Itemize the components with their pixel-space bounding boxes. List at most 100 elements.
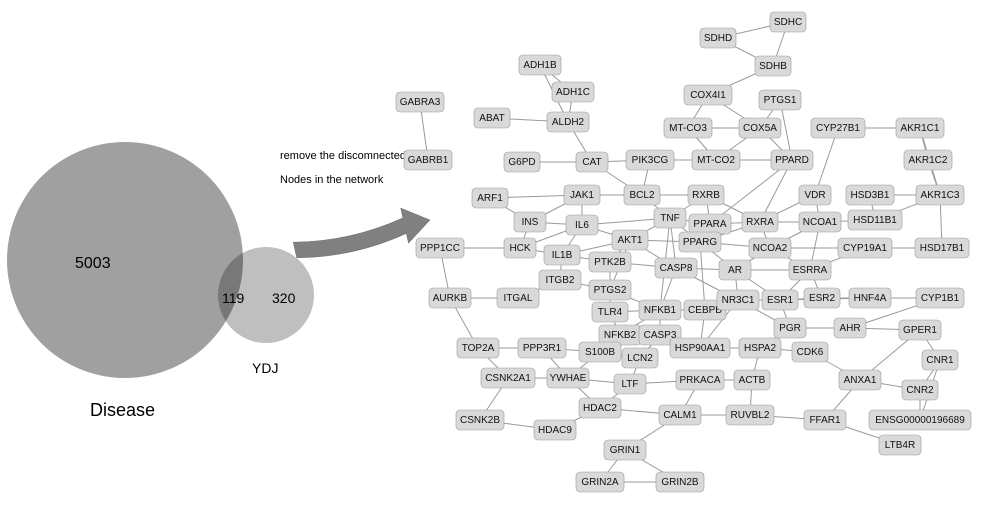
- svg-text:HDAC9: HDAC9: [538, 425, 572, 436]
- node-LTF: LTF: [614, 374, 646, 394]
- node-HDAC2: HDAC2: [579, 398, 621, 418]
- node-AKR1C2: AKR1C2: [904, 150, 952, 170]
- node-TLR4: TLR4: [592, 302, 628, 322]
- node-IL1B: IL1B: [544, 245, 580, 265]
- svg-text:AKR1C1: AKR1C1: [901, 123, 940, 134]
- svg-text:TNF: TNF: [660, 213, 679, 224]
- svg-text:HCK: HCK: [509, 243, 530, 254]
- node-TOP2A: TOP2A: [457, 338, 499, 358]
- svg-text:JAK1: JAK1: [570, 190, 594, 201]
- svg-text:GRIN2B: GRIN2B: [661, 477, 699, 488]
- node-ITGAL: ITGAL: [497, 288, 539, 308]
- node-AKR1C3: AKR1C3: [916, 185, 964, 205]
- node-NCOA2: NCOA2: [749, 238, 791, 258]
- svg-text:TLR4: TLR4: [598, 307, 623, 318]
- svg-text:ACTB: ACTB: [739, 375, 766, 386]
- svg-text:PGR: PGR: [779, 323, 801, 334]
- svg-text:SDHD: SDHD: [704, 33, 732, 44]
- node-G6PD: G6PD: [504, 152, 540, 172]
- svg-text:HDAC2: HDAC2: [583, 403, 617, 414]
- node-CYP19A1: CYP19A1: [838, 238, 892, 258]
- svg-text:MT-CO2: MT-CO2: [697, 155, 735, 166]
- node-PPARA: PPARA: [689, 214, 731, 234]
- node-NR3C1: NR3C1: [717, 290, 759, 310]
- node-CAT: CAT: [576, 152, 608, 172]
- node-FFAR1: FFAR1: [804, 410, 846, 430]
- node-JAK1: JAK1: [564, 185, 600, 205]
- arrow-shape: [293, 208, 430, 258]
- arrow-group: [293, 208, 430, 258]
- svg-text:PPARG: PPARG: [683, 237, 717, 248]
- nodes-group: GABRA3ADH1BADH1CSDHDSDHCSDHBABATALDH2COX…: [396, 12, 971, 492]
- node-CASP8: CASP8: [655, 258, 697, 278]
- svg-text:CNR2: CNR2: [906, 385, 934, 396]
- svg-text:NFKB1: NFKB1: [644, 305, 677, 316]
- node-GRIN2A: GRIN2A: [576, 472, 624, 492]
- node-VDR: VDR: [799, 185, 831, 205]
- svg-text:ITGB2: ITGB2: [546, 275, 575, 286]
- node-GRIN2B: GRIN2B: [656, 472, 704, 492]
- svg-text:PPP3R1: PPP3R1: [523, 343, 562, 354]
- svg-text:PTGS2: PTGS2: [594, 285, 627, 296]
- node-PTK2B: PTK2B: [589, 252, 631, 272]
- svg-text:CNR1: CNR1: [926, 355, 954, 366]
- node-CNR1: CNR1: [922, 350, 958, 370]
- node-SDHB: SDHB: [755, 56, 791, 76]
- svg-text:PRKACA: PRKACA: [679, 375, 720, 386]
- node-HSD17B1: HSD17B1: [915, 238, 969, 258]
- node-COX4I1: COX4I1: [684, 85, 732, 105]
- svg-text:MT-CO3: MT-CO3: [669, 123, 707, 134]
- node-CNR2: CNR2: [902, 380, 938, 400]
- node-TNF: TNF: [654, 208, 686, 228]
- node-CSNK2B: CSNK2B: [456, 410, 504, 430]
- svg-text:SDHC: SDHC: [774, 17, 802, 28]
- svg-text:IL6: IL6: [575, 220, 589, 231]
- svg-text:NCOA2: NCOA2: [753, 243, 788, 254]
- svg-text:ADH1B: ADH1B: [523, 60, 557, 71]
- svg-text:COX5A: COX5A: [743, 123, 777, 134]
- node-PPARD: PPARD: [771, 150, 813, 170]
- svg-text:PTK2B: PTK2B: [594, 257, 626, 268]
- node-BCL2: BCL2: [624, 185, 660, 205]
- svg-text:FFAR1: FFAR1: [809, 415, 841, 426]
- svg-text:ESR1: ESR1: [767, 295, 794, 306]
- svg-text:NCOA1: NCOA1: [803, 217, 838, 228]
- node-HCK: HCK: [504, 238, 536, 258]
- node-MT-CO3: MT-CO3: [664, 118, 712, 138]
- node-CALM1: CALM1: [659, 405, 701, 425]
- node-AR: AR: [719, 260, 751, 280]
- node-YWHAE: YWHAE: [547, 368, 589, 388]
- diagram-stage: { "venn": { "big": { "label": "Disease",…: [0, 0, 1000, 514]
- node-PPP3R1: PPP3R1: [518, 338, 566, 358]
- svg-text:PIK3CG: PIK3CG: [632, 155, 669, 166]
- node-ESRRA: ESRRA: [789, 260, 831, 280]
- svg-text:PTGS1: PTGS1: [764, 95, 797, 106]
- node-PRKACA: PRKACA: [676, 370, 724, 390]
- node-AURKB: AURKB: [429, 288, 471, 308]
- node-LTB4R: LTB4R: [879, 435, 921, 455]
- svg-text:ESRRA: ESRRA: [793, 265, 828, 276]
- svg-text:TOP2A: TOP2A: [462, 343, 495, 354]
- node-IL6: IL6: [566, 215, 598, 235]
- svg-text:RXRA: RXRA: [746, 217, 774, 228]
- node-RXRB: RXRB: [688, 185, 724, 205]
- node-INS: INS: [514, 212, 546, 232]
- node-CYP27B1: CYP27B1: [811, 118, 865, 138]
- node-HSPA2: HSPA2: [739, 338, 781, 358]
- svg-text:AKT1: AKT1: [617, 235, 642, 246]
- node-MT-CO2: MT-CO2: [692, 150, 740, 170]
- svg-text:RXRB: RXRB: [692, 190, 720, 201]
- svg-text:HSD11B1: HSD11B1: [853, 215, 897, 226]
- svg-text:CYP1B1: CYP1B1: [921, 293, 960, 304]
- svg-text:PPARA: PPARA: [693, 219, 726, 230]
- svg-text:ABAT: ABAT: [479, 113, 504, 124]
- node-HSP90AA1: HSP90AA1: [670, 338, 730, 358]
- svg-text:AKR1C3: AKR1C3: [921, 190, 960, 201]
- svg-text:PPARD: PPARD: [775, 155, 809, 166]
- svg-text:CALM1: CALM1: [663, 410, 697, 421]
- node-GRIN1: GRIN1: [604, 440, 646, 460]
- node-SDHD: SDHD: [700, 28, 736, 48]
- node-LCN2: LCN2: [622, 348, 658, 368]
- svg-text:ARF1: ARF1: [477, 193, 503, 204]
- node-ABAT: ABAT: [474, 108, 510, 128]
